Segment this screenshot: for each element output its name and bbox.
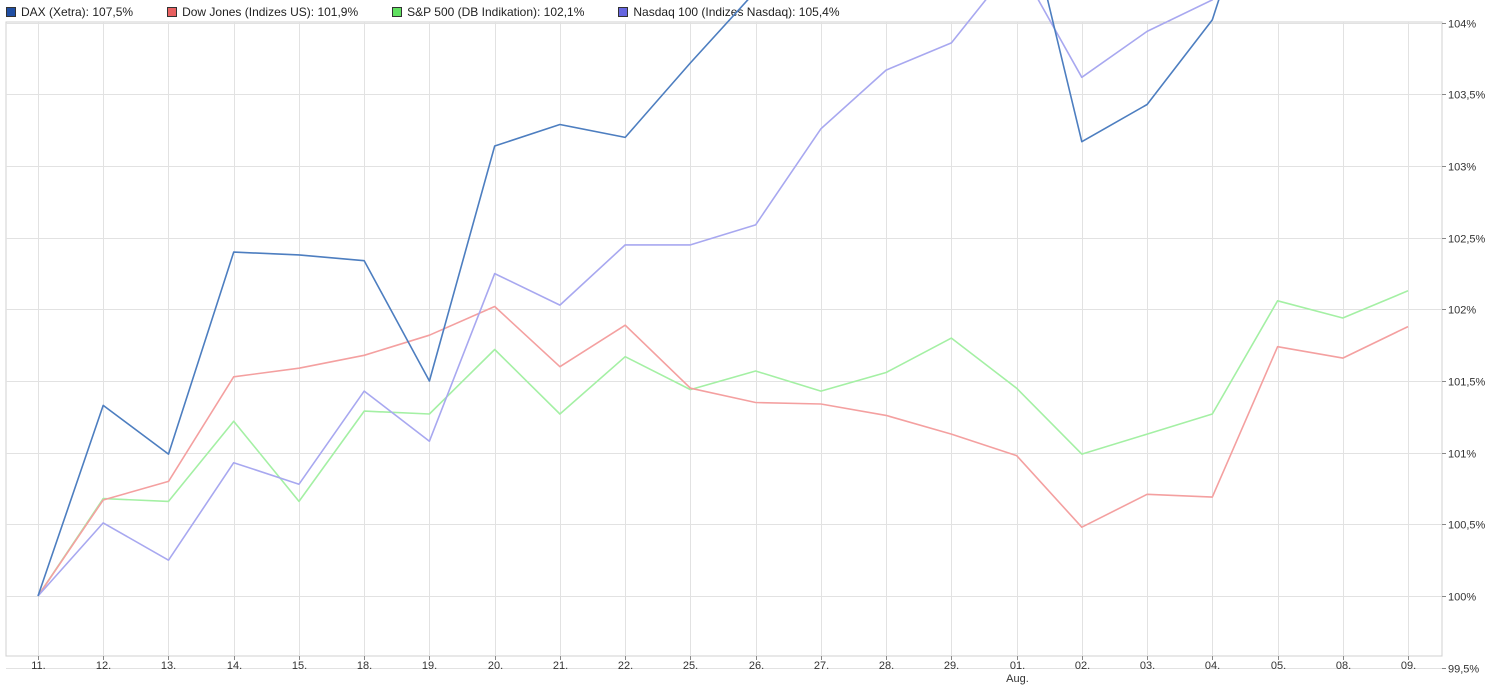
y-axis: 99,5% 100% 100,5% 101% 101,5% 102% 102,5% 103% 1… bbox=[1442, 19, 1486, 676]
x-tick-label: 13. bbox=[161, 660, 176, 672]
x-tick-label: 08. bbox=[1336, 660, 1351, 672]
plot-frame bbox=[5, 21, 1443, 657]
x-tick-label: 21. bbox=[553, 660, 568, 672]
legend-item-dax: DAX (Xetra): 107,5% bbox=[6, 5, 133, 19]
x-tick-label: 02. bbox=[1075, 660, 1090, 672]
x-tick-label: 22. bbox=[618, 660, 633, 672]
x-tick-label: 04. bbox=[1205, 660, 1220, 672]
series-line-sp500 bbox=[37, 290, 1409, 597]
series-line-nasdaq bbox=[37, 0, 1214, 597]
x-tick-label: 09. bbox=[1401, 660, 1416, 672]
y-tick-label: 104% bbox=[1448, 19, 1476, 31]
y-tick-label: 99,5% bbox=[1448, 664, 1479, 676]
y-tick-label: 101% bbox=[1448, 449, 1476, 461]
series-line-dow-jones bbox=[37, 305, 1409, 597]
y-tick-label: 101,5% bbox=[1448, 377, 1486, 389]
x-tick-label: 05. bbox=[1271, 660, 1286, 672]
legend-label-dow-jones: Dow Jones (Indizes US): 101,9% bbox=[182, 5, 359, 19]
x-tick-label: 25. bbox=[683, 660, 698, 672]
legend-label-dax: DAX (Xetra): 107,5% bbox=[21, 5, 134, 19]
x-tick-label: 19. bbox=[422, 660, 437, 672]
x-tick-label: 14. bbox=[227, 660, 242, 672]
y-tick-label: 100,5% bbox=[1448, 520, 1486, 532]
legend-label-sp500: S&P 500 (DB Indikation): 102,1% bbox=[407, 5, 585, 19]
legend-item-sp500: S&P 500 (DB Indikation): 102,1% bbox=[392, 5, 584, 19]
x-tick-label: 18. bbox=[357, 660, 372, 672]
x-tick-label: 12. bbox=[96, 660, 111, 672]
x-tick-label: 15. bbox=[292, 660, 307, 672]
y-tick-label: 103,5% bbox=[1448, 90, 1486, 102]
legend-swatch-nasdaq bbox=[618, 7, 629, 17]
y-tick-label: 100% bbox=[1448, 592, 1476, 604]
chart-grid bbox=[5, 21, 1443, 669]
x-tick-label: 29. bbox=[944, 660, 959, 672]
chart-series-lines bbox=[37, 0, 1409, 597]
series-line-dax bbox=[37, 0, 1220, 597]
x-tick-label: 20. bbox=[488, 660, 503, 672]
chart-legend: DAX (Xetra): 107,5% Dow Jones (Indizes U… bbox=[6, 4, 874, 20]
x-tick-label: 01. bbox=[1010, 660, 1025, 672]
x-tick-label: 11. bbox=[31, 660, 45, 672]
y-tick-label: 102,5% bbox=[1448, 234, 1486, 246]
legend-swatch-sp500 bbox=[392, 7, 403, 17]
legend-swatch-dow-jones bbox=[167, 7, 178, 17]
x-tick-label: 27. bbox=[814, 660, 829, 672]
x-tick-label: 03. bbox=[1140, 660, 1155, 672]
legend-swatch-dax bbox=[6, 7, 16, 17]
legend-item-dow-jones: Dow Jones (Indizes US): 101,9% bbox=[167, 5, 358, 19]
x-axis: 11. 12. 13. 14. 15. 18. 19. 20. 21. 22. 25. 26. 27. 2… bbox=[31, 656, 1416, 685]
x-tick-label: 28. bbox=[879, 660, 894, 672]
y-tick-label: 103% bbox=[1448, 162, 1476, 174]
y-tick-label: 102% bbox=[1448, 305, 1476, 317]
x-tick-sublabel: Aug. bbox=[1006, 673, 1029, 685]
x-tick-label: 26. bbox=[749, 660, 764, 672]
